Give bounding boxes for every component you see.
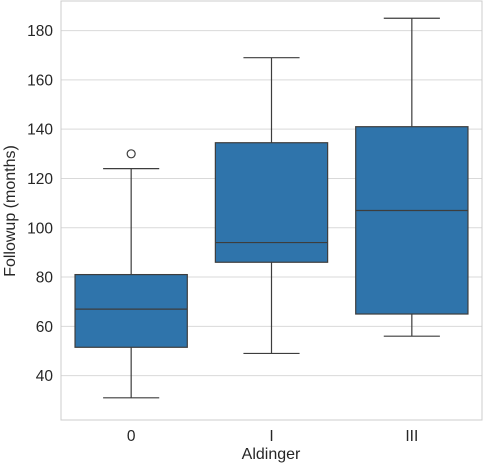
x-axis-ticks: 0 I III — [127, 428, 418, 445]
y-tick-label-40: 40 — [36, 368, 54, 385]
y-tick-label-80: 80 — [36, 270, 54, 287]
x-axis-label: Aldinger — [242, 446, 301, 463]
plot-frame — [60, 0, 483, 421]
y-tick-label-160: 160 — [27, 72, 53, 89]
y-tick-label-100: 100 — [27, 220, 53, 237]
box-cat-I — [214, 142, 329, 263]
y-tick-label-180: 180 — [27, 23, 53, 40]
y-axis-label: Followup (months) — [2, 145, 19, 277]
box-cat-III — [355, 126, 469, 315]
y-tick-label-60: 60 — [36, 319, 54, 336]
boxes-layer — [74, 17, 469, 399]
x-tick-label-cat-I: I — [269, 428, 273, 445]
outlier-point-cat-0-0 — [126, 149, 136, 159]
y-tick-label-140: 140 — [27, 122, 53, 139]
x-tick-label-cat-0: 0 — [127, 428, 136, 445]
x-tick-label-cat-III: III — [405, 428, 418, 445]
y-axis-ticks: 40 60 80 100 120 140 160 180 — [27, 23, 53, 385]
box-cat-0 — [74, 273, 188, 348]
y-tick-label-120: 120 — [27, 171, 53, 188]
